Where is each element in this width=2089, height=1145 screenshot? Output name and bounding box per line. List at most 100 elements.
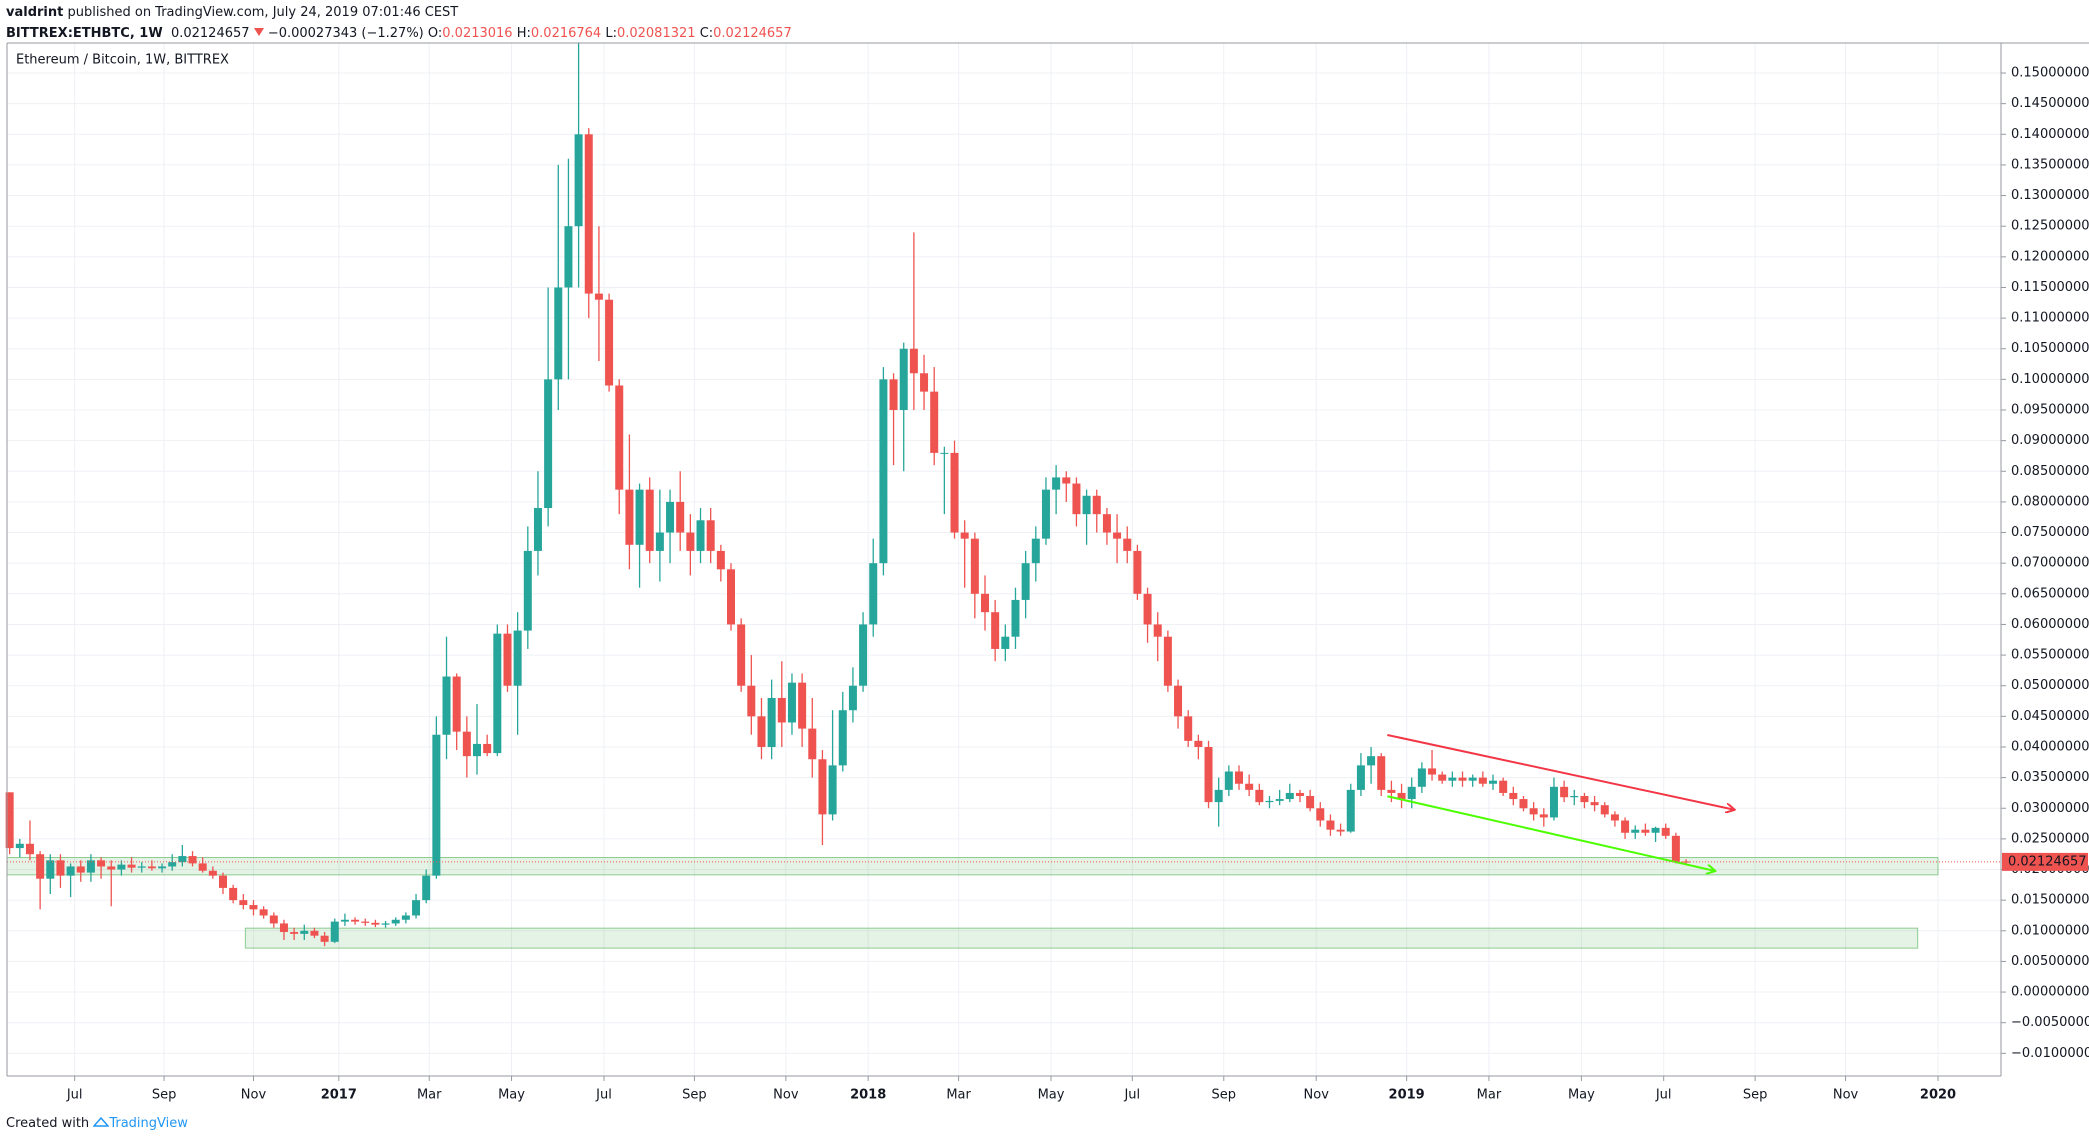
y-tick-label: 0.12500000: [2011, 219, 2089, 234]
candle-body: [574, 134, 583, 227]
candle-body: [66, 866, 75, 876]
candle-body: [869, 563, 878, 625]
candle-body: [1621, 820, 1630, 833]
candle-body: [787, 682, 796, 723]
candle-body: [1448, 777, 1457, 781]
candle-body: [1682, 861, 1691, 863]
candle-body: [310, 930, 319, 936]
candle-body: [442, 676, 451, 735]
candle-body: [1387, 789, 1396, 793]
candle-body: [1102, 514, 1111, 533]
candle-body: [1641, 829, 1650, 833]
y-tick-label: 0.04000000: [2011, 739, 2089, 754]
x-tick-label: Sep: [152, 1088, 177, 1103]
candle-body: [727, 569, 736, 625]
candle-body: [716, 550, 725, 570]
candle-body: [127, 864, 136, 868]
c-label: C:: [699, 26, 714, 41]
candle-body: [1295, 792, 1304, 796]
candle-body: [909, 348, 918, 374]
candle-body: [625, 489, 634, 545]
candle-body: [1153, 624, 1162, 637]
candle-body: [1600, 805, 1609, 815]
candle-body: [1275, 799, 1284, 801]
footer: Created with TradingView: [6, 1116, 188, 1131]
chart-title: Ethereum / Bitcoin, 1W, BITTREX: [16, 53, 229, 68]
x-tick-label: May: [1038, 1088, 1065, 1103]
publish-line: valdrint published on TradingView.com, J…: [6, 2, 792, 23]
candle-body: [808, 728, 817, 760]
y-tick-label: 0.08000000: [2011, 494, 2089, 509]
y-tick-label: 0.11500000: [2011, 280, 2089, 295]
candle-body: [1346, 789, 1355, 832]
x-tick-label: Jul: [1123, 1088, 1140, 1103]
candle-body: [848, 685, 857, 711]
candle-body: [1478, 777, 1487, 784]
candle-body: [696, 520, 705, 551]
candle-body: [1163, 636, 1172, 686]
y-tick-label: 0.13500000: [2011, 157, 2089, 172]
candle-body: [188, 856, 197, 864]
candle-body: [1590, 802, 1599, 806]
x-tick-label: Nov: [241, 1088, 267, 1103]
candle-body: [483, 743, 492, 754]
x-tick-label: Nov: [773, 1088, 799, 1103]
candle-body: [452, 676, 461, 732]
candle-body: [1570, 795, 1579, 798]
candle-body: [564, 226, 573, 288]
x-tick-label: Mar: [1477, 1088, 1502, 1103]
candle-body: [899, 348, 908, 411]
candle-body: [5, 792, 14, 849]
header: valdrint published on TradingView.com, J…: [6, 2, 792, 44]
candle-body: [970, 538, 979, 594]
candle-body: [76, 866, 85, 873]
candle-body: [147, 866, 156, 869]
x-tick-label: 2019: [1389, 1088, 1425, 1103]
y-tick-label: 0.10500000: [2011, 341, 2089, 356]
x-tick-label: Jul: [1655, 1088, 1672, 1103]
x-tick-label: May: [1568, 1088, 1595, 1103]
candle-body: [757, 716, 766, 747]
candle-body: [1651, 827, 1660, 833]
brand: TradingView: [109, 1116, 188, 1131]
candle-body: [1031, 538, 1040, 564]
symbol: BITTREX:ETHBTC, 1W: [6, 26, 163, 41]
candle-body: [279, 923, 288, 933]
candle-body: [1671, 835, 1680, 862]
candle-body: [1438, 774, 1447, 781]
candle-body: [706, 520, 715, 551]
axes: −0.01000000 −0.00500000 0.00000000 0.005000…: [66, 66, 2089, 1103]
high-value: 0.0216764: [530, 26, 602, 41]
candle-body: [1549, 786, 1558, 818]
candle-body: [584, 134, 593, 294]
x-tick-label: Sep: [682, 1088, 707, 1103]
candle-body: [36, 854, 45, 879]
trend-line: [1387, 795, 1714, 871]
candle-body: [991, 612, 1000, 649]
open-value: 0.0213016: [442, 26, 513, 41]
trend-line: [1387, 733, 1733, 810]
candle-body: [1509, 792, 1518, 800]
candle-body: [401, 915, 410, 920]
candle-body: [1407, 786, 1416, 800]
candle-body: [86, 860, 95, 873]
support-zone: [244, 927, 1919, 949]
y-tick-label: 0.02500000: [2011, 831, 2089, 846]
candle-body: [422, 875, 431, 901]
symbol-line: BITTREX:ETHBTC, 1W 0.02124657 −0.0002734…: [6, 23, 792, 44]
drawings: [7, 733, 2001, 871]
candle-body: [168, 862, 177, 867]
candle-body: [198, 863, 207, 871]
candle-body: [46, 860, 55, 879]
x-tick-label: Nov: [1833, 1088, 1859, 1103]
candle-body: [1458, 777, 1467, 781]
candle-body: [503, 633, 512, 686]
candle-body: [259, 909, 268, 916]
candle-body: [473, 743, 482, 757]
candle-body: [229, 887, 238, 901]
candle-body: [361, 921, 370, 923]
candle-body: [1377, 756, 1386, 790]
y-tick-label: 0.05000000: [2011, 678, 2089, 693]
candle-body: [1245, 783, 1254, 790]
